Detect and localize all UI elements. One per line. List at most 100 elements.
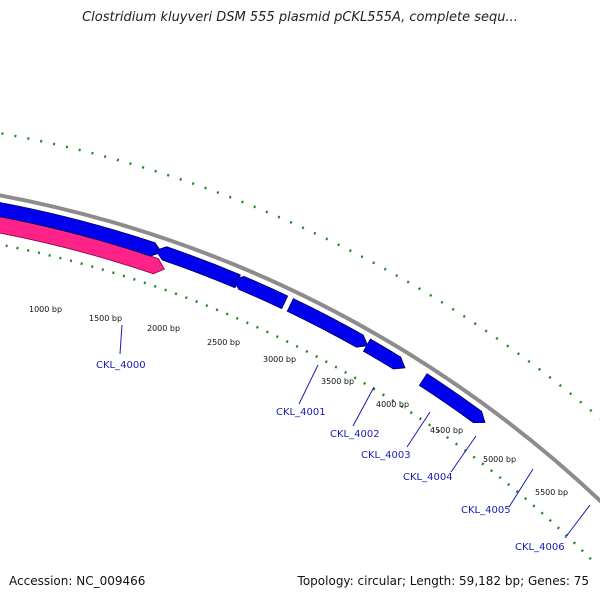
inner-tick <box>265 330 269 334</box>
inner-tick <box>275 335 279 339</box>
outer-tick <box>516 352 520 356</box>
scale-label: 4500 bp <box>430 426 463 435</box>
outer-tick <box>301 226 305 230</box>
outer-tick <box>558 383 562 388</box>
inner-tick <box>446 435 450 440</box>
inner-tick <box>26 248 30 252</box>
outer-tick <box>116 158 120 162</box>
outer-tick <box>440 300 444 304</box>
inner-tick <box>391 399 395 403</box>
inner-tick <box>101 268 105 272</box>
gene-ckl-4001 <box>0 202 163 257</box>
gene-label-ckl-4004: CKL_4004 <box>403 472 453 483</box>
outer-tick <box>406 280 410 284</box>
outer-tick <box>429 293 433 298</box>
gene-label-ckl-4000: CKL_4000 <box>96 360 146 371</box>
backbone-ring <box>0 193 600 504</box>
scale-label: 1500 bp <box>89 314 122 323</box>
outer-tick <box>506 344 510 348</box>
inner-tick <box>437 429 441 433</box>
leader-line <box>564 504 591 539</box>
gene-label-ckl-4001: CKL_4001 <box>276 407 326 418</box>
outer-tick <box>462 314 466 319</box>
gene-ckl-4002 <box>155 246 241 289</box>
outer-tick <box>569 392 573 396</box>
outer-tick <box>65 145 69 149</box>
inner-tick <box>225 312 229 316</box>
inner-tick <box>515 489 519 494</box>
topology-summary: Topology: circular; Length: 59,182 bp; G… <box>297 574 589 588</box>
gene-ckl-4003 <box>232 276 289 310</box>
scale-label: 5000 bp <box>483 455 516 464</box>
outer-tick <box>241 200 244 204</box>
inner-tick <box>48 253 51 257</box>
inner-tick <box>195 300 198 304</box>
inner-tick <box>164 288 167 292</box>
outer-tick <box>527 359 531 364</box>
inner-tick <box>59 256 62 260</box>
leader-line <box>508 468 534 508</box>
leader-line <box>119 324 123 355</box>
gene-label-ckl-4005: CKL_4005 <box>461 505 511 516</box>
inner-tick <box>498 475 502 480</box>
inner-tick <box>580 549 584 553</box>
outer-tick <box>325 237 329 241</box>
inner-tick <box>184 296 188 300</box>
outer-tick <box>253 205 257 209</box>
outer-tick <box>179 177 183 181</box>
inner-tick <box>409 411 413 415</box>
inner-tick <box>122 274 126 278</box>
outer-tick <box>78 148 81 152</box>
inner-tick <box>427 423 432 427</box>
inner-tick <box>481 462 485 466</box>
inner-tick <box>556 526 560 530</box>
gene-ckl-4006 <box>418 373 486 424</box>
outer-tick <box>228 195 232 199</box>
outer-tick <box>537 367 542 371</box>
outer-tick <box>383 267 387 271</box>
inner-tick <box>37 251 41 255</box>
outer-tick <box>579 400 583 404</box>
outer-tick <box>395 273 399 278</box>
outer-tick <box>589 408 593 413</box>
inner-tick <box>174 292 178 296</box>
inner-tick <box>381 393 385 397</box>
outer-tick <box>495 336 499 341</box>
scale-label: 3000 bp <box>263 355 296 364</box>
inner-tick <box>344 370 348 374</box>
inner-tick <box>454 442 459 446</box>
outer-tick <box>473 322 477 326</box>
scale-label: 2500 bp <box>207 338 240 347</box>
inner-tick <box>588 556 592 561</box>
outer-tick <box>372 261 376 265</box>
outer-tick <box>166 173 170 177</box>
inner-tick <box>315 354 319 359</box>
leader-line <box>352 386 375 427</box>
inner-tick <box>523 497 528 501</box>
leader-line <box>298 364 319 405</box>
inner-tick <box>90 265 94 269</box>
inner-tick <box>295 344 299 348</box>
inner-tick <box>353 376 357 380</box>
leader-line <box>406 411 431 448</box>
gene-ckl-4004 <box>286 298 369 348</box>
leader-line <box>450 435 477 473</box>
outer-tick <box>548 375 552 379</box>
scale-label: 1000 bp <box>29 305 62 314</box>
scale-label: 2000 bp <box>147 324 180 333</box>
inner-tick <box>334 365 338 369</box>
gene-ckl-4000 <box>0 216 165 275</box>
scale-label: 3500 bp <box>321 377 354 386</box>
inner-tick <box>69 259 73 263</box>
gene-label-ckl-4002: CKL_4002 <box>330 429 380 440</box>
outer-tick <box>313 231 317 235</box>
inner-tick <box>548 518 552 523</box>
outer-tick <box>103 155 107 159</box>
inner-tick <box>245 321 249 325</box>
outer-tick <box>277 215 281 219</box>
outer-tick <box>417 287 421 291</box>
gene-label-ckl-4006: CKL_4006 <box>515 542 565 553</box>
inner-tick <box>16 246 19 250</box>
inner-tick <box>143 281 147 285</box>
